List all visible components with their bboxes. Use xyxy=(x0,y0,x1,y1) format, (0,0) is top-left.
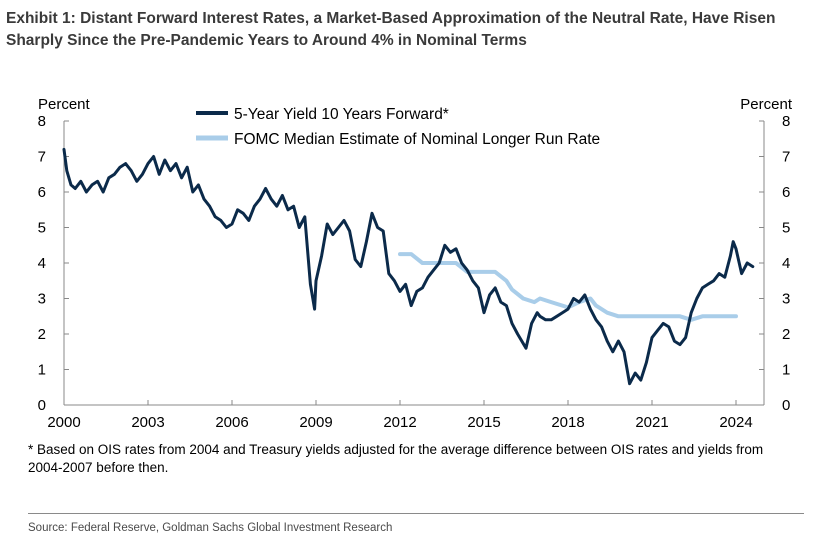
y-tick-label-left: 4 xyxy=(38,255,46,272)
x-tick-label: 2015 xyxy=(467,414,500,431)
x-tick-label: 2024 xyxy=(719,414,752,431)
legend-label: 5-Year Yield 10 Years Forward* xyxy=(234,106,449,123)
divider xyxy=(28,513,804,514)
y-tick-label-right: 8 xyxy=(782,113,790,130)
x-tick-label: 2012 xyxy=(383,414,416,431)
tick-labels: 0 0 1 1 2 2 3 3 4 4 5 5 6 6 7 7 8 8 2000 2003 2006 2009 2012 20… xyxy=(38,113,791,431)
y-tick-label-left: 0 xyxy=(38,397,46,414)
y-tick-label-right: 6 xyxy=(782,184,790,201)
y-tick-label-left: 7 xyxy=(38,149,46,166)
y-tick-label-right: 4 xyxy=(782,255,790,272)
series-line-fomc-estimate xyxy=(398,252,738,322)
y-tick-label-left: 8 xyxy=(38,113,46,130)
x-tick-label: 2021 xyxy=(635,414,668,431)
x-tick-label: 2003 xyxy=(131,414,164,431)
y-tick-label-right: 2 xyxy=(782,326,790,343)
legend-label: FOMC Median Estimate of Nominal Longer R… xyxy=(234,131,600,148)
axes xyxy=(63,120,765,406)
x-tick-label: 2009 xyxy=(299,414,332,431)
y-tick-label-left: 6 xyxy=(38,184,46,201)
chart-title: Exhibit 1: Distant Forward Interest Rate… xyxy=(6,10,776,49)
chart-canvas: 0 0 1 1 2 2 3 3 4 4 5 5 6 6 7 7 8 8 2000 2003 2006 2009 2012 20… xyxy=(38,96,793,431)
y-tick-label-right: 3 xyxy=(782,291,790,308)
y-tick-label-left: 1 xyxy=(38,362,46,379)
y-tick-label-left: 2 xyxy=(38,326,46,343)
series-line-forward-yield xyxy=(62,147,755,386)
y-axis-label-right: Percent xyxy=(740,96,793,113)
x-tick-label: 2000 xyxy=(47,414,80,431)
y-tick-label-right: 0 xyxy=(782,397,790,414)
x-tick-label: 2018 xyxy=(551,414,584,431)
y-tick-label-left: 3 xyxy=(38,291,46,308)
y-tick-label-right: 5 xyxy=(782,220,790,237)
legend: 5-Year Yield 10 Years Forward* FOMC Media… xyxy=(196,106,600,148)
y-tick-label-right: 7 xyxy=(782,149,790,166)
series-lines xyxy=(62,147,755,386)
x-tick-label: 2006 xyxy=(215,414,248,431)
y-tick-label-right: 1 xyxy=(782,362,790,379)
source-note: Source: Federal Reserve, Goldman Sachs G… xyxy=(28,522,393,534)
y-axis-label-left: Percent xyxy=(38,96,91,113)
footnote: * Based on OIS rates from 2004 and Treas… xyxy=(28,442,764,475)
y-tick-label-left: 5 xyxy=(38,220,46,237)
